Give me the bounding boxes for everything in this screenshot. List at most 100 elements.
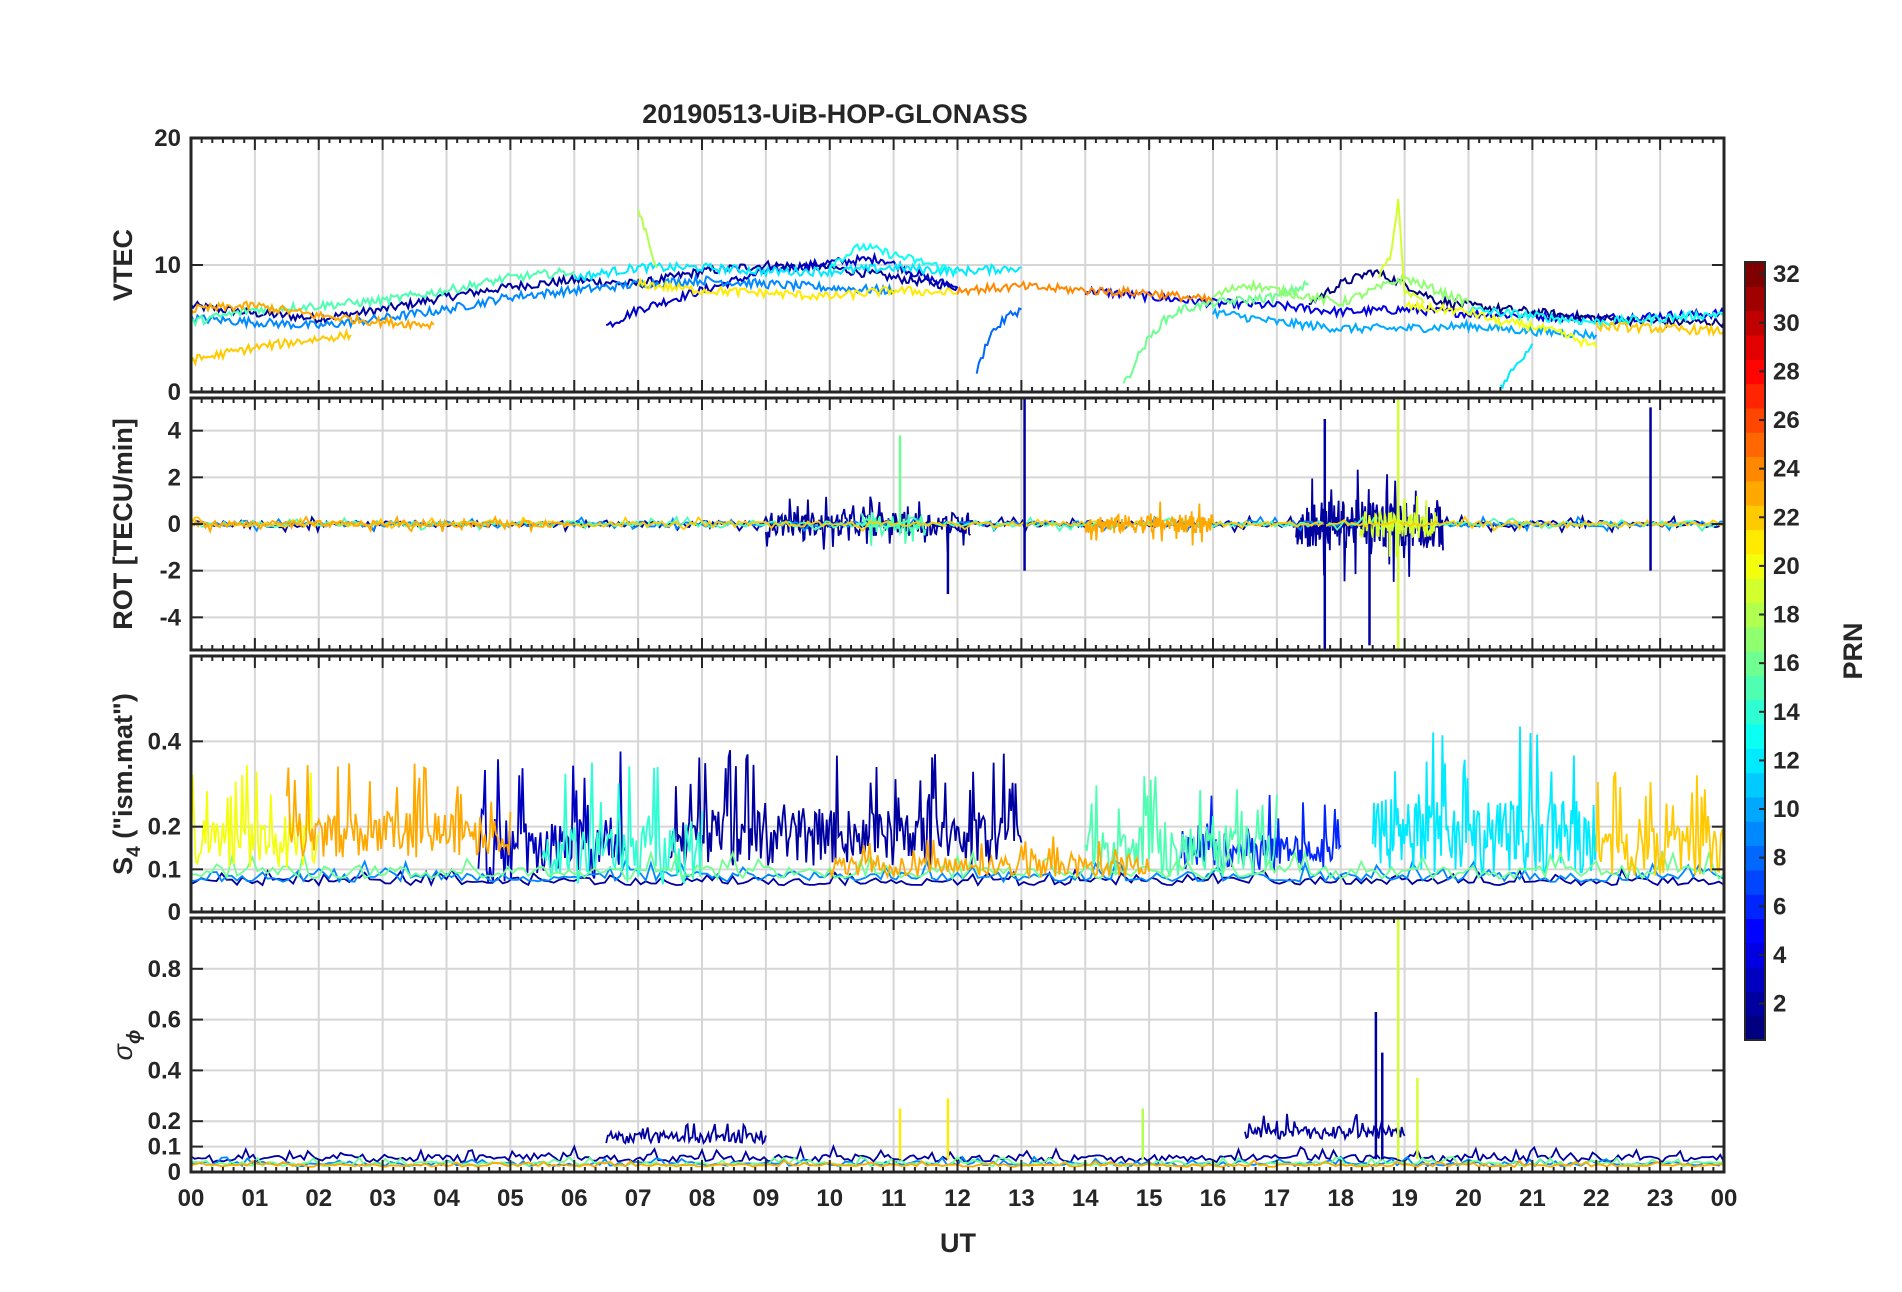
vtec-series-prn-8: [975, 307, 1022, 374]
x-tick-label: 17: [1264, 1185, 1291, 1212]
colorbar-tick-label: 24: [1773, 456, 1800, 483]
colorbar-segment: [1745, 918, 1765, 944]
colorbar-segment: [1745, 578, 1765, 603]
s4-trace-prn-20: [191, 765, 320, 868]
y-axis-label-rot: ROT [TECU/min]: [108, 418, 138, 629]
colorbar-segment: [1745, 383, 1765, 409]
x-tick-label: 23: [1647, 1185, 1674, 1212]
y-axis-label-s4: S4 ("ism.mat"): [108, 693, 145, 875]
s4-trace-prn-23: [285, 763, 512, 858]
s4-trace-prn-12: [1371, 726, 1598, 874]
x-tick-label: 06: [561, 1185, 588, 1212]
y-tick-label: 0: [168, 1159, 181, 1186]
x-tick-label: 02: [305, 1185, 332, 1212]
colorbar-segment: [1745, 456, 1765, 482]
colorbar-segment: [1745, 602, 1765, 628]
colorbar-segment: [1745, 821, 1765, 847]
colorbar-segment: [1745, 529, 1765, 555]
series-rot: [191, 398, 1724, 650]
colorbar-segment: [1745, 359, 1765, 385]
x-tick-label: 05: [497, 1185, 524, 1212]
vtec-series-prn-20: [1404, 299, 1598, 349]
colorbar-segment: [1745, 432, 1765, 458]
colorbar-frame: [1744, 261, 1766, 1041]
y-tick-label: 0: [168, 899, 181, 926]
rot-trace-prn-23: [1084, 501, 1214, 546]
colorbar-segment: [1745, 334, 1765, 360]
colorbar-tick-label: 4: [1773, 942, 1787, 969]
colorbar-segment: [1745, 651, 1765, 676]
x-tick-label: 03: [369, 1185, 396, 1212]
x-tick-label: 04: [433, 1185, 460, 1212]
y-tick-label: 10: [154, 252, 181, 279]
grid-sigma_phi: [191, 918, 1724, 1172]
x-tick-label: 14: [1072, 1185, 1099, 1212]
colorbar-tick-label: 18: [1773, 602, 1800, 629]
colorbar-segment: [1745, 748, 1765, 774]
colorbar-segment: [1745, 796, 1765, 822]
colorbar-segment: [1745, 869, 1765, 895]
colorbar-segment: [1745, 699, 1765, 725]
s4-trace-prn-23: [828, 836, 1150, 880]
panel-rot: -4 -2 0 2 4 ROT [TECU/min]: [108, 396, 1726, 652]
vtec-series-prn-18: [637, 209, 659, 269]
y-tick-label: -2: [160, 558, 181, 585]
x-tick-label: 13: [1008, 1185, 1035, 1212]
colorbar-segment: [1745, 991, 1765, 1017]
ticks-sigma_phi: 00.10.2 0.4 0.6 0.8: [148, 918, 1725, 1186]
ticks-vtec: 0 10 20: [154, 125, 1725, 406]
y-tick-label: 2: [168, 464, 181, 491]
y-tick-label: -4: [160, 604, 182, 631]
y-tick-label: 0: [168, 511, 181, 538]
y-tick-label: 0.4: [148, 1057, 182, 1084]
y-tick-label: 0.1: [148, 1134, 181, 1161]
colorbar-segment: [1745, 772, 1765, 798]
s4-trace-prn-22: [1595, 771, 1724, 876]
x-tick-label: 20: [1455, 1185, 1482, 1212]
y-tick-label: 0: [168, 379, 181, 406]
y-tick-label: 0.6: [148, 1007, 181, 1034]
x-tick-label: 22: [1583, 1185, 1610, 1212]
vtec-series-prn-13: [828, 242, 959, 275]
series-vtec: [191, 198, 1724, 390]
colorbar-segment: [1745, 967, 1765, 992]
colorbar-segment: [1745, 310, 1765, 336]
y-axis-label-sigma_phi: σϕ: [108, 1030, 145, 1061]
colorbar-tick-label: 30: [1773, 310, 1800, 337]
sigma_phi-trace-prn-2: [1244, 1113, 1406, 1142]
sigma_phi-trace-prn-2: [605, 1122, 767, 1146]
ticks-s4: 0 0.1 0.2 0.4: [148, 656, 1725, 926]
colorbar-tick-label: 28: [1773, 358, 1800, 385]
rot-trace-prn-23: [191, 514, 575, 535]
colorbar-tick-label: 26: [1773, 407, 1800, 434]
panel-vtec: 0 10 20 VTEC: [108, 125, 1726, 406]
y-tick-label: 0.8: [148, 956, 181, 983]
vtec-series-prn-12: [1499, 343, 1534, 390]
vtec-series-prn-13: [1467, 305, 1724, 329]
ticks-rot: -4 -2 0 2 4: [160, 398, 1725, 650]
y-axis-label-vtec: VTEC: [108, 229, 138, 301]
colorbar-tick-label: 32: [1773, 261, 1800, 288]
x-tick-label: 00: [178, 1185, 205, 1212]
vtec-series-prn-22: [1595, 321, 1724, 338]
rot-trace-prn-22: [191, 515, 1724, 533]
colorbar-segment: [1745, 553, 1765, 579]
x-tick-label: 08: [689, 1185, 716, 1212]
x-tick-label: 11: [881, 1185, 906, 1212]
colorbar-segment: [1745, 723, 1765, 749]
series-s4: [191, 726, 1724, 887]
rot-trace-prn-2: [765, 496, 971, 553]
colorbar-tick-label: 22: [1773, 504, 1800, 531]
colorbar-tick-label: 12: [1773, 747, 1800, 774]
vtec-series-prn-12: [573, 260, 1022, 283]
colorbar-label: PRN: [1838, 622, 1868, 679]
colorbar-segment: [1745, 286, 1765, 312]
vtec-series-prn-15: [191, 266, 575, 328]
s4-trace-prn-2: [191, 867, 1724, 887]
colorbar-segment: [1745, 845, 1765, 871]
x-tick-label: 18: [1327, 1185, 1354, 1212]
x-tick-label: 12: [944, 1185, 971, 1212]
y-tick-label: 0.2: [148, 814, 181, 841]
colorbar-segment: [1745, 480, 1765, 506]
